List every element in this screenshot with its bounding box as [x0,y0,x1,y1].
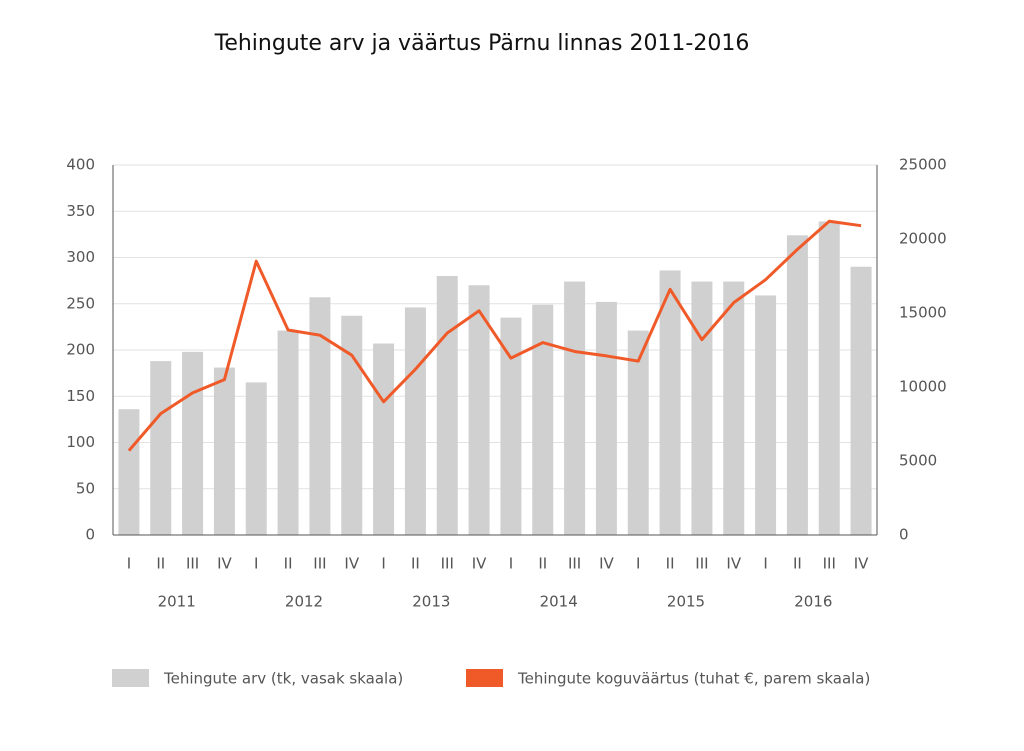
x-tick-label: III [823,555,836,573]
bar [436,276,458,535]
x-tick-label: I [381,555,385,573]
bar [564,281,586,535]
x-group-label: 2015 [667,593,705,611]
y-tick-label: 0 [85,526,95,544]
bar [373,343,395,535]
line [127,219,862,452]
bar [468,285,490,535]
x-tick-label: IV [599,555,614,573]
x-group-label: 2011 [158,593,196,611]
y2-tick-label: 10000 [899,378,947,396]
bar [723,281,745,535]
y-tick-label: 150 [66,387,95,405]
x-tick-label: I [509,555,513,573]
x-tick-label: I [127,555,131,573]
x-tick-label: III [695,555,708,573]
x-tick-label: IV [472,555,487,573]
chart-title: Tehingute arv ja väärtus Pärnu linnas 20… [214,31,750,56]
x-tick-label: III [186,555,199,573]
bar [818,221,840,536]
y-tick-label: 50 [76,479,95,497]
y2-tick-label: 5000 [899,452,937,470]
bar [309,297,331,535]
y2-tick-label: 15000 [899,304,947,322]
x-group-label: 2014 [540,593,578,611]
x-tick-label: III [568,555,581,573]
y-tick-label: 350 [66,202,95,220]
y-tick-label: 300 [66,248,95,266]
legend-swatch [112,669,149,687]
x-tick-label: I [763,555,767,573]
y-tick-label: 100 [66,433,95,451]
bar [755,295,777,535]
bar [245,382,267,535]
bar [691,281,713,535]
x-tick-label: IV [344,555,359,573]
bar [182,351,204,535]
x-tick-label: I [636,555,640,573]
y2-tick-label: 25000 [899,156,947,174]
x-tick-label: III [313,555,326,573]
x-tick-label: II [538,555,547,573]
bar [500,317,522,535]
x-tick-label: II [666,555,675,573]
x-tick-label: II [793,555,802,573]
x-group-label: 2012 [285,593,323,611]
x-tick-label: III [441,555,454,573]
x-tick-label: IV [854,555,869,573]
y-tick-label: 250 [66,294,95,312]
bar [786,235,808,536]
bar [118,409,140,535]
legend-label: Tehingute koguväärtus (tuhat €, parem sk… [517,670,870,688]
bar [150,361,172,535]
bar [595,301,617,535]
legend-label: Tehingute arv (tk, vasak skaala) [163,670,403,688]
y2-tick-label: 20000 [899,230,947,248]
bar [213,367,235,535]
x-tick-label: II [156,555,165,573]
x-group-label: 2016 [794,593,832,611]
x-tick-label: II [411,555,420,573]
y2-tick-label: 0 [899,526,909,544]
bar [341,315,363,535]
x-tick-label: IV [217,555,232,573]
x-tick-label: II [284,555,293,573]
bar [627,330,649,535]
bar [277,330,299,535]
bar [532,304,554,535]
y-tick-label: 200 [66,341,95,359]
bar [404,307,426,535]
x-tick-label: I [254,555,258,573]
x-tick-label: IV [726,555,741,573]
legend-swatch [466,669,503,687]
x-group-label: 2013 [412,593,450,611]
bar [659,270,681,535]
y-tick-label: 400 [66,156,95,174]
bar [850,266,872,535]
